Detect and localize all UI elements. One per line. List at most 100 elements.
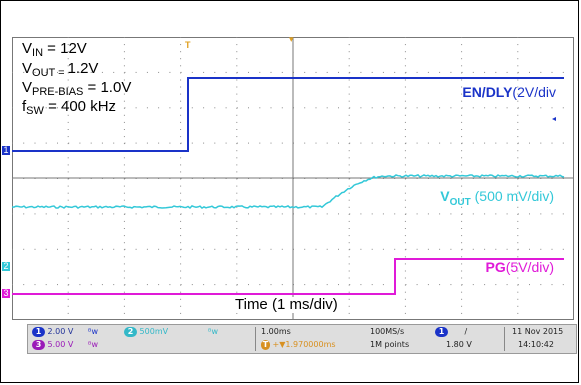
- right-level-marker: [552, 117, 556, 121]
- scope-status-bar: 1 2.00 V ᴮw 3 5.00 V ᴮw 2 500mV ᴮw 1.00m…: [27, 324, 577, 354]
- grid-dot: [67, 51, 69, 53]
- grid-dot: [68, 213, 70, 215]
- waveform-area: [12, 37, 574, 320]
- grid-dot: [517, 136, 519, 138]
- grid-dot: [67, 235, 69, 237]
- grid-dot: [236, 37, 238, 38]
- grid-dot: [23, 213, 25, 215]
- grid-dot: [315, 284, 317, 286]
- grid-dot: [123, 228, 125, 229]
- grid-dot: [123, 157, 125, 159]
- grid-dot: [461, 284, 463, 286]
- horizontal-position-readout[interactable]: T +▼1.970000ms: [261, 340, 336, 350]
- grid-dot: [439, 284, 441, 286]
- grid-dot: [315, 107, 317, 109]
- grid-dot: [180, 65, 182, 67]
- grid-dot: [158, 71, 160, 73]
- annotation-vout: VOUT = 1.2V: [22, 60, 99, 80]
- grid-dot: [461, 199, 463, 201]
- grid-dot: [225, 107, 227, 109]
- grid-dot: [67, 242, 69, 244]
- grid-dot: [404, 86, 406, 88]
- grid-dot: [540, 142, 542, 144]
- grid-dot: [12, 71, 13, 73]
- grid-dot: [551, 142, 553, 144]
- ch3-scale-readout[interactable]: 3 5.00 V: [32, 340, 73, 350]
- grid-dot: [68, 71, 70, 73]
- grid-dot: [348, 256, 350, 258]
- grid-dot: [338, 248, 339, 250]
- grid-dot: [113, 284, 115, 286]
- grid-dot: [124, 71, 126, 73]
- grid-dot: [304, 71, 306, 73]
- grid-dot: [405, 213, 407, 215]
- grid-dot: [180, 121, 182, 123]
- grid-dot: [348, 136, 350, 138]
- grid-dot: [348, 150, 350, 152]
- grid-dot: [371, 71, 373, 73]
- grid-dot: [146, 71, 148, 73]
- grid-dot: [461, 248, 463, 250]
- grid-dot: [517, 71, 519, 73]
- grid-dot: [135, 284, 137, 286]
- grid-dot: [394, 71, 396, 73]
- grid-dot: [517, 213, 519, 215]
- grid-dot: [404, 185, 406, 187]
- grid-dot: [371, 107, 373, 109]
- grid-dot: [348, 270, 350, 272]
- timebase-readout[interactable]: 1.00ms: [261, 327, 291, 336]
- grid-dot: [259, 213, 261, 215]
- ch2-scale-readout[interactable]: 2 500mV: [124, 327, 168, 337]
- grid-dot: [382, 142, 384, 144]
- grid-dot: [472, 71, 474, 73]
- grid-dot: [461, 71, 463, 73]
- grid-dot: [562, 213, 564, 215]
- grid-dot: [484, 71, 486, 73]
- grid-dot: [180, 185, 182, 187]
- grid-dot: [461, 220, 463, 222]
- grid-dot: [101, 107, 103, 109]
- grid-dot: [348, 228, 350, 229]
- grid-dot: [180, 114, 182, 116]
- grid-dot: [90, 284, 92, 286]
- grid-dot: [214, 248, 216, 250]
- grid-dot: [67, 58, 69, 60]
- grid-dot: [281, 142, 283, 144]
- grid-dot: [394, 107, 396, 109]
- grid-dot: [450, 213, 452, 215]
- grid-dot: [23, 284, 25, 286]
- grid-dot: [484, 107, 486, 109]
- grid-dot: [495, 213, 497, 215]
- grid-dot: [348, 206, 350, 208]
- ch1-scale-readout[interactable]: 1 2.00 V: [32, 327, 73, 337]
- grid-dot: [236, 235, 238, 237]
- grid-dot: [113, 213, 115, 215]
- grid-dot: [517, 305, 519, 307]
- grid-dot: [135, 107, 137, 109]
- grid-dot: [34, 142, 36, 144]
- grid-dot: [439, 142, 441, 144]
- grid-dot: [67, 100, 69, 102]
- grid-dot: [404, 157, 406, 159]
- grid-dot: [517, 164, 519, 166]
- grid-dot: [236, 100, 238, 102]
- ch3-bw-icon: ᴮw: [88, 340, 98, 349]
- grid-dot: [540, 248, 542, 250]
- grid-dot: [517, 242, 519, 244]
- grid-dot: [123, 305, 125, 307]
- trigger-source-chip: 1: [435, 327, 448, 337]
- grid-dot: [517, 79, 519, 81]
- grid-dot: [259, 107, 261, 109]
- grid-dot: [236, 79, 238, 81]
- trigger-readout[interactable]: 1 /: [435, 327, 467, 337]
- grid-dot: [180, 270, 182, 272]
- grid-dot: [12, 142, 13, 144]
- grid-dot: [248, 142, 249, 144]
- grid-dot: [517, 44, 519, 46]
- grid-dot: [236, 185, 238, 187]
- grid-dot: [348, 86, 350, 88]
- grid-dot: [338, 142, 339, 144]
- grid-dot: [349, 71, 351, 73]
- grid-dot: [113, 248, 115, 250]
- grid-dot: [169, 142, 171, 144]
